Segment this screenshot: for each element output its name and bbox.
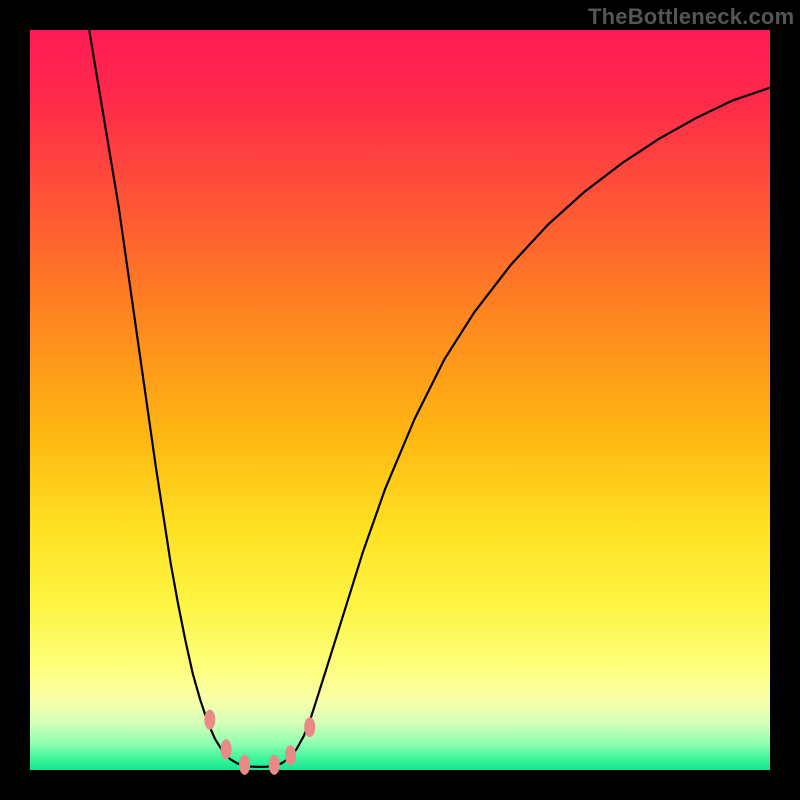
data-marker: [269, 755, 279, 774]
data-marker: [205, 710, 215, 729]
watermark-text: TheBottleneck.com: [588, 4, 794, 30]
chart-background: [30, 30, 770, 770]
chart-frame: TheBottleneck.com: [0, 0, 800, 800]
data-marker: [285, 746, 295, 765]
data-marker: [240, 755, 250, 774]
curve-chart: [0, 0, 800, 800]
data-marker: [305, 718, 315, 737]
data-marker: [221, 740, 231, 759]
